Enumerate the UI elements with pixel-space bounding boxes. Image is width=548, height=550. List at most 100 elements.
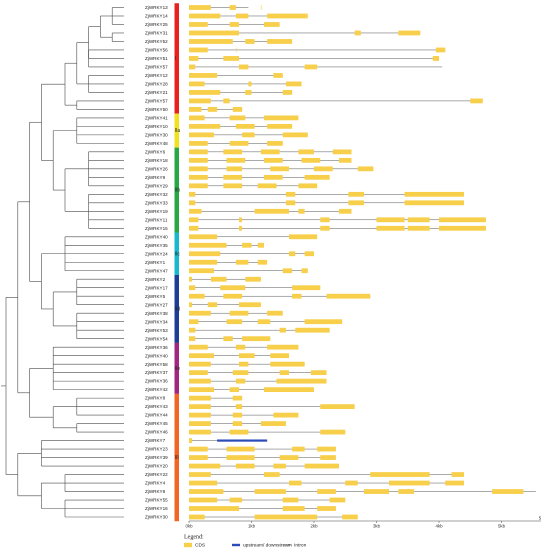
cds-exon xyxy=(223,183,243,189)
cds-exon xyxy=(242,336,271,342)
legend-title: Legend: xyxy=(184,535,204,541)
cds-exon xyxy=(189,132,214,138)
cds-exon xyxy=(273,73,283,78)
cds-exon xyxy=(310,370,327,376)
cds-exon xyxy=(239,64,249,70)
cds-exon xyxy=(301,268,308,274)
cds-exon xyxy=(189,5,211,10)
axis-tick-label: 1kb xyxy=(248,524,256,529)
cds-exon xyxy=(223,174,243,180)
cds-exon xyxy=(270,361,305,367)
cds-exon xyxy=(320,455,336,460)
cds-exon xyxy=(189,64,196,70)
cds-exon xyxy=(189,30,239,36)
cds-exon xyxy=(264,157,283,163)
cds-exon xyxy=(207,107,218,112)
cds-exon xyxy=(189,217,199,223)
group-bar xyxy=(174,232,179,275)
cds-exon xyxy=(189,22,208,27)
gene-label: ZjWRKY40 xyxy=(145,234,168,239)
cds-exon xyxy=(239,217,243,223)
gene-label: ZjWRKY56 xyxy=(145,48,168,53)
gene-label: ZjWRKY24 xyxy=(145,251,168,256)
cds-exon xyxy=(189,276,193,282)
gene-label: ZjWRKY37 xyxy=(145,370,168,375)
cds-exon xyxy=(189,293,205,299)
cds-exon xyxy=(223,293,243,299)
group-bar xyxy=(174,393,179,522)
gene-label: ZjWRKY19 xyxy=(145,209,168,214)
cds-exon xyxy=(189,387,214,393)
cds-exon xyxy=(189,115,205,121)
cds-exon xyxy=(245,276,261,282)
cds-exon xyxy=(357,166,374,172)
cds-exon xyxy=(376,217,405,223)
gene-label: ZjWRKY40 xyxy=(145,353,168,358)
cds-exon xyxy=(264,22,280,27)
gene-label: ZjWRKY20 xyxy=(145,464,168,469)
cds-exon xyxy=(439,225,486,231)
gene-label: ZjWRKY14 xyxy=(145,14,168,19)
gene-label: ZjWRKY5 xyxy=(145,294,166,299)
cds-exon xyxy=(232,370,249,376)
cds-exon xyxy=(270,166,289,172)
cds-exon xyxy=(232,421,243,426)
cds-exon xyxy=(289,234,318,240)
gene-label: ZjWRKY27 xyxy=(145,302,168,307)
gene-label: ZjWRKY21 xyxy=(145,90,168,95)
cds-exon xyxy=(260,149,280,155)
gene-label: ZjWRKY36 xyxy=(145,379,168,384)
cds-exon xyxy=(189,259,218,265)
cds-exon xyxy=(285,191,296,197)
group-label: III xyxy=(175,455,179,461)
cds-exon xyxy=(301,157,321,163)
cds-exon xyxy=(189,98,211,104)
cds-exon xyxy=(235,259,249,265)
cds-exon xyxy=(348,200,364,206)
cds-exon xyxy=(339,208,352,214)
cds-exon xyxy=(270,353,289,359)
gene-label: ZjWRKY53 xyxy=(145,328,168,333)
gene-label: ZjWRKY58 xyxy=(145,362,168,367)
cds-exon xyxy=(317,506,336,511)
cds-exon xyxy=(189,310,211,316)
cds-exon xyxy=(304,174,330,180)
legend-item-label: CDS xyxy=(195,543,205,549)
cds-exon xyxy=(229,22,239,27)
legend-item-label: Intron xyxy=(294,543,307,549)
cds-exon xyxy=(342,514,358,520)
group-bar xyxy=(174,3,179,114)
cds-exon xyxy=(273,412,299,418)
cds-exon xyxy=(264,472,280,477)
cds-exon xyxy=(407,225,430,231)
phylogenetic-tree xyxy=(1,7,124,518)
group-label: IIb xyxy=(175,188,181,194)
cds-exon xyxy=(445,480,464,486)
cds-exon xyxy=(189,506,239,511)
cds-exon xyxy=(273,463,286,469)
cds-exon xyxy=(189,404,211,410)
cds-exon xyxy=(292,446,305,452)
cds-exon xyxy=(223,149,243,155)
cds-exon xyxy=(329,497,346,503)
gene-label: ZjWRKY50 xyxy=(145,107,168,112)
cds-exon xyxy=(226,455,255,460)
gene-label: ZjWRKY1 xyxy=(145,260,166,265)
cds-exon xyxy=(189,302,193,308)
gene-label: ZjWRKY54 xyxy=(145,336,168,341)
cds-exon xyxy=(239,302,261,308)
cds-exon xyxy=(317,489,336,494)
cds-exon xyxy=(223,336,233,342)
cds-exon xyxy=(245,39,255,44)
utr-segment xyxy=(217,439,268,442)
gene-label: ZjWRKY43 xyxy=(145,404,168,409)
cds-exon xyxy=(257,319,271,325)
cds-exon xyxy=(189,149,208,155)
cds-exon xyxy=(292,293,302,299)
cds-exon xyxy=(285,200,296,206)
cds-exon xyxy=(439,217,486,223)
cds-exon xyxy=(235,13,249,19)
cds-exon xyxy=(398,30,421,36)
cds-exon xyxy=(189,455,208,460)
cds-exon xyxy=(232,395,243,401)
